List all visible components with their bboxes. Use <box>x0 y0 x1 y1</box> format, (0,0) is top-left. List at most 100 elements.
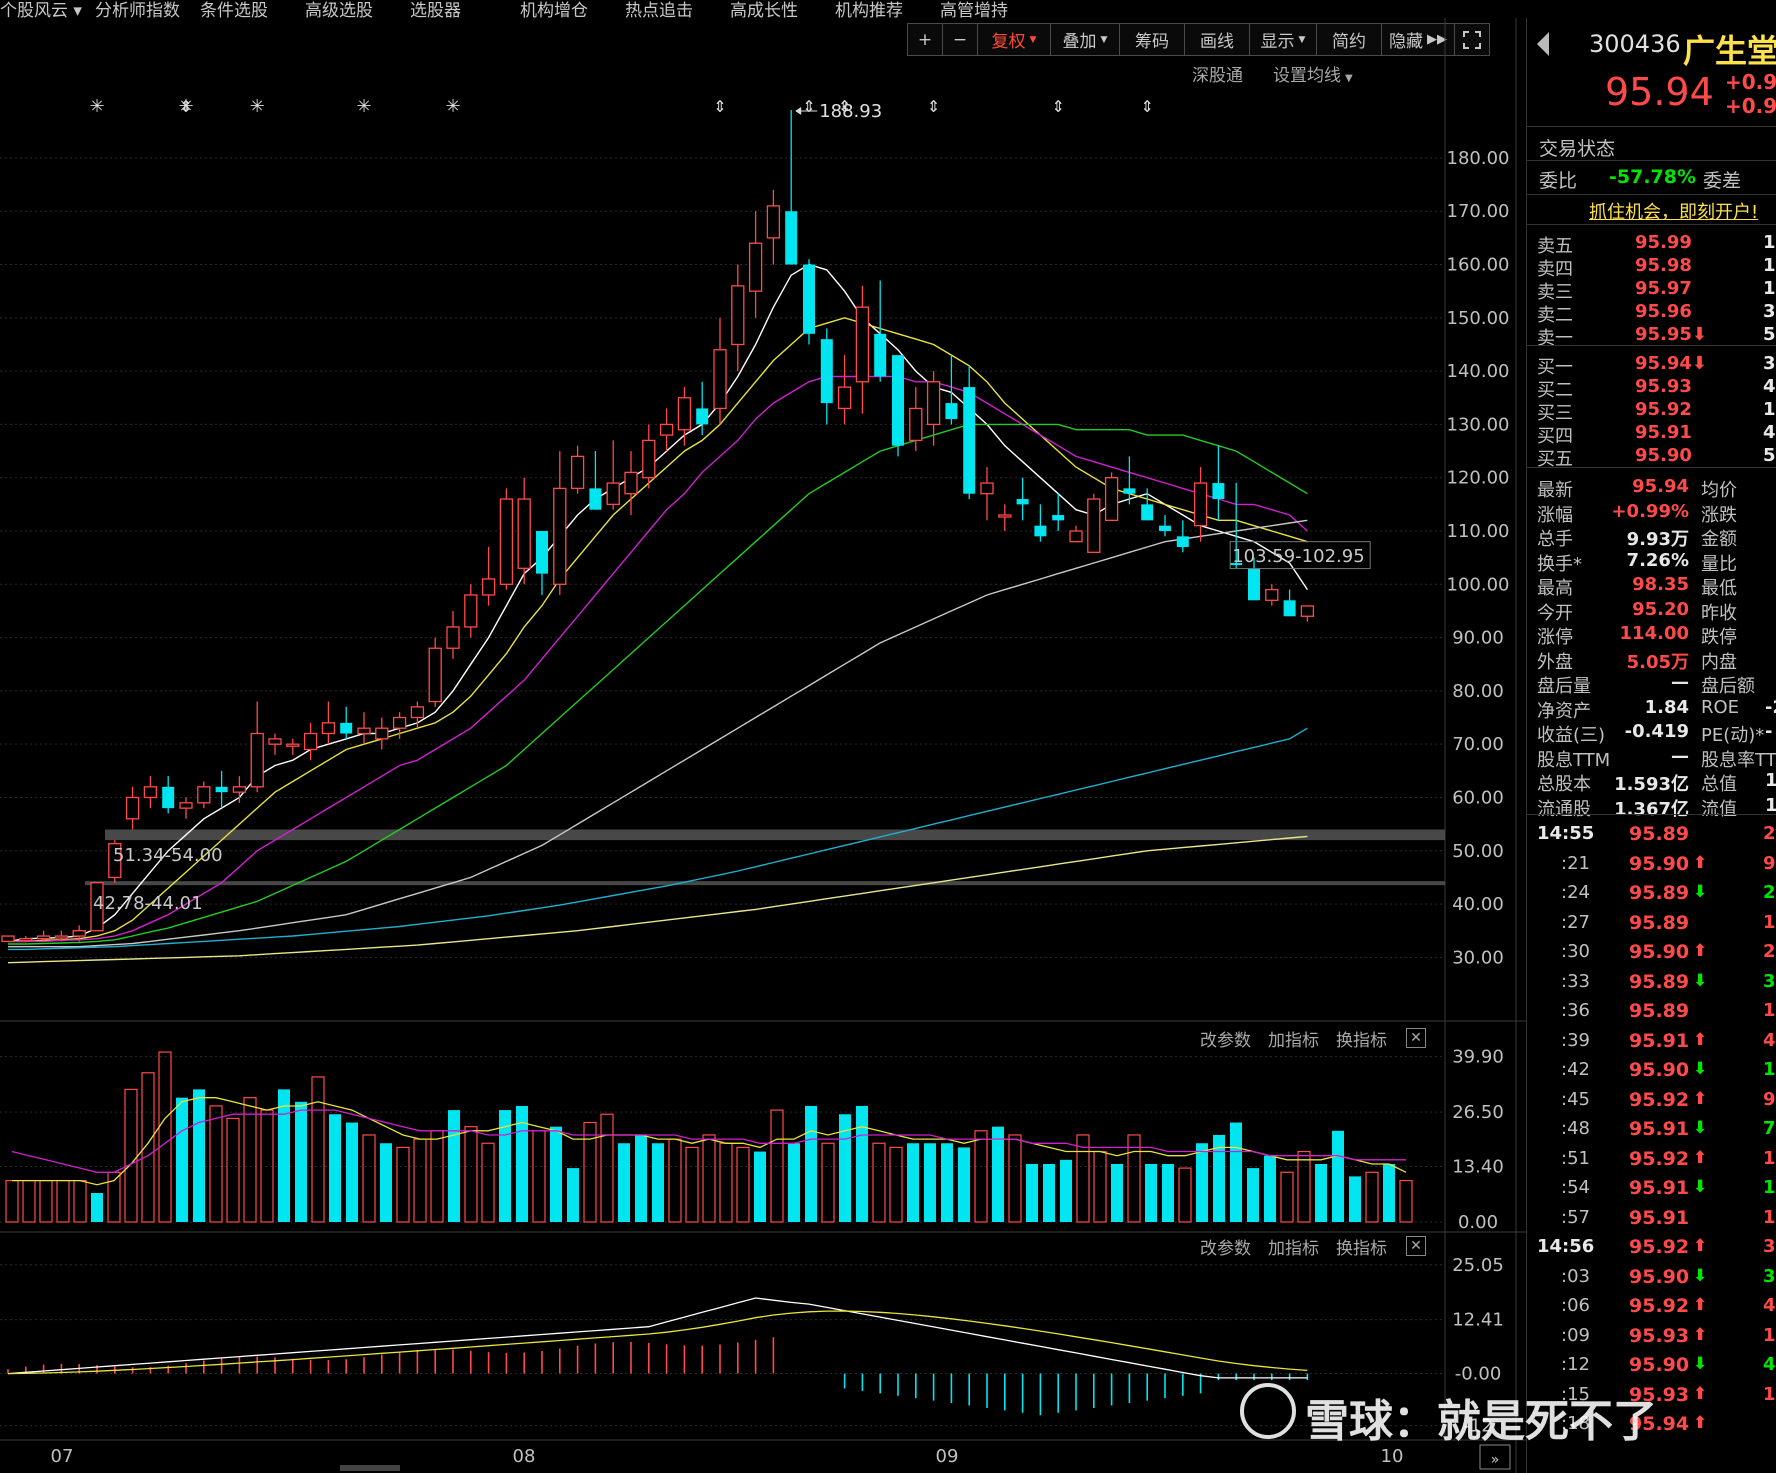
top-menu-item-8[interactable]: 机构推荐 <box>835 1 903 21</box>
vol-add-indicator-link[interactable]: 加指标 <box>1268 1031 1319 1051</box>
price-axis-tick: 160.00 <box>1447 255 1510 276</box>
kline-chart-area[interactable]: » 180.00 170.00 160.00 150.00 140.00 130.00 12… <box>0 0 1526 1473</box>
shengutong-link[interactable]: 深股通 <box>1192 66 1243 86</box>
chart-grid: » <box>0 18 1526 1473</box>
candle <box>19 936 33 942</box>
quote-label-2: 涨跌 <box>1701 504 1737 526</box>
ma-line-1 <box>8 317 1308 943</box>
top-menu-item-1[interactable]: 分析师指数 <box>95 1 180 21</box>
volume-bar <box>668 1138 682 1223</box>
volume-bar <box>243 1097 257 1223</box>
quote-label: 最新 <box>1537 480 1573 501</box>
bid-label: 买三 <box>1537 403 1573 424</box>
quote-sidebar: 300436 广生堂 95.94 +0.94 +0.99 交易状态 委比 -57… <box>1526 18 1776 1473</box>
volume-axis-tick: 13.40 <box>1452 1156 1504 1177</box>
overlay-button[interactable]: 叠加 ▼ <box>1050 23 1120 56</box>
volume-bar <box>22 1179 36 1223</box>
display-button[interactable]: 显示 ▼ <box>1249 23 1317 56</box>
event-dividend-icon: ⇕ <box>1051 97 1064 116</box>
vol-close-icon[interactable]: ✕ <box>1406 1028 1426 1048</box>
draw-line-button[interactable]: 画线 <box>1184 23 1250 56</box>
tick-time: :30 <box>1561 941 1590 962</box>
ask-volume: 11 <box>1763 255 1776 276</box>
top-menu-item-3[interactable]: 高级选股 <box>305 1 373 21</box>
top-menu-item-0[interactable]: 个股风云 ▾ <box>0 1 82 21</box>
zoom-out-button[interactable]: − <box>942 23 978 56</box>
tick-volume: 71 <box>1763 1118 1776 1139</box>
price-change-pct: +0.99 <box>1725 94 1776 118</box>
tick-volume: 31 <box>1763 1265 1776 1287</box>
bid-volume: 3 <box>1763 353 1776 374</box>
quote-label-2: 盘后额 <box>1701 676 1755 697</box>
tick-price: 95.92 <box>1629 1236 1690 1258</box>
tick-time: 14:55 <box>1537 823 1595 844</box>
candle <box>1 935 15 943</box>
volume-bar <box>5 1179 19 1223</box>
vol-switch-indicator-link[interactable]: 换指标 <box>1336 1031 1387 1051</box>
volume-bar <box>39 1179 53 1223</box>
macd-close-icon[interactable]: ✕ <box>1406 1236 1426 1256</box>
top-menu-item-5[interactable]: 机构增仓 <box>520 1 588 21</box>
price-axis-tick: 50.00 <box>1452 841 1504 862</box>
event-asterisk-icon: ✳ <box>178 96 193 117</box>
candle <box>268 733 282 755</box>
candle <box>197 781 211 809</box>
collapse-arrow-icon[interactable] <box>1537 32 1549 56</box>
ma-settings-link[interactable]: 设置均线 ▼ <box>1273 66 1353 86</box>
candle <box>837 355 852 425</box>
volume-bar <box>1145 1163 1157 1222</box>
candle <box>677 387 692 446</box>
chart-labels: 180.00 170.00 160.00 150.00 140.00 130.00 120.… <box>51 101 1510 1467</box>
quote-label: 涨停 <box>1537 627 1573 648</box>
volume-bar <box>924 1143 936 1222</box>
top-menu-item-4[interactable]: 选股器 <box>410 1 461 21</box>
top-menu-item-6[interactable]: 热点追击 <box>625 1 693 21</box>
quote-label-2: ROE <box>1701 696 1740 718</box>
fuquan-button[interactable]: 复权 ▼ <box>977 23 1051 56</box>
candle <box>1159 515 1171 537</box>
tick-time: :51 <box>1561 1147 1590 1169</box>
candle <box>286 738 300 755</box>
quote-value: 5.05万 <box>1626 651 1689 673</box>
volume-bar <box>1026 1163 1038 1222</box>
volume-bar <box>1349 1176 1361 1222</box>
ask-volume: 14 <box>1763 232 1776 253</box>
macd-params-link[interactable]: 改参数 <box>1200 1239 1251 1259</box>
candle <box>696 381 709 436</box>
price-zones <box>85 829 1445 886</box>
top-menu-item-7[interactable]: 高成长性 <box>730 1 798 21</box>
bid-price: 95.90 <box>1635 445 1692 466</box>
chips-button[interactable]: 筹码 <box>1119 23 1185 56</box>
volume-bar <box>1213 1134 1225 1222</box>
quote-value: 1.593亿 <box>1614 774 1689 795</box>
open-account-link[interactable]: 抓住机会，即刻开户! <box>1589 202 1759 223</box>
chart-toolbar: + − 复权 ▼ 叠加 ▼ 筹码 画线 显示 ▼ 简约 隐藏 ▶▶ <box>907 23 1490 56</box>
event-dividend-icon: ⇕ <box>802 97 815 116</box>
candle <box>713 317 727 425</box>
candle <box>731 264 745 372</box>
tick-time: :18 <box>1561 1413 1590 1434</box>
hide-button[interactable]: 隐藏 ▶▶ <box>1381 23 1455 56</box>
quote-label-2: 内盘 <box>1701 651 1737 673</box>
fullscreen-icon[interactable] <box>1454 23 1490 56</box>
top-menu-item-9[interactable]: 高管增持 <box>940 1 1008 21</box>
quote-value: — <box>1671 672 1689 693</box>
tick-volume: 1 <box>1763 1059 1776 1080</box>
volume-bar <box>430 1130 444 1223</box>
volume-bar <box>907 1143 919 1222</box>
volume-bar <box>941 1143 953 1222</box>
top-menu-item-2[interactable]: 条件选股 <box>200 1 268 21</box>
macd-switch-indicator-link[interactable]: 换指标 <box>1336 1239 1387 1259</box>
candle <box>945 355 958 425</box>
stock-name: 广生堂 <box>1683 32 1776 70</box>
tick-down-arrow-icon: ⬇ <box>1693 1118 1708 1138</box>
volume-bar <box>635 1134 647 1222</box>
tick-price: 95.94 <box>1629 1413 1690 1435</box>
vol-params-link[interactable]: 改参数 <box>1200 1031 1251 1051</box>
price-axis-tick: 70.00 <box>1452 734 1504 755</box>
macd-add-indicator-link[interactable]: 加指标 <box>1268 1239 1319 1259</box>
price-axis-tick: 100.00 <box>1447 574 1510 595</box>
tick-up-arrow-icon: ⬆ <box>1693 852 1708 873</box>
tick-price: 95.91 <box>1629 1118 1690 1140</box>
volume-bar <box>1230 1122 1242 1222</box>
